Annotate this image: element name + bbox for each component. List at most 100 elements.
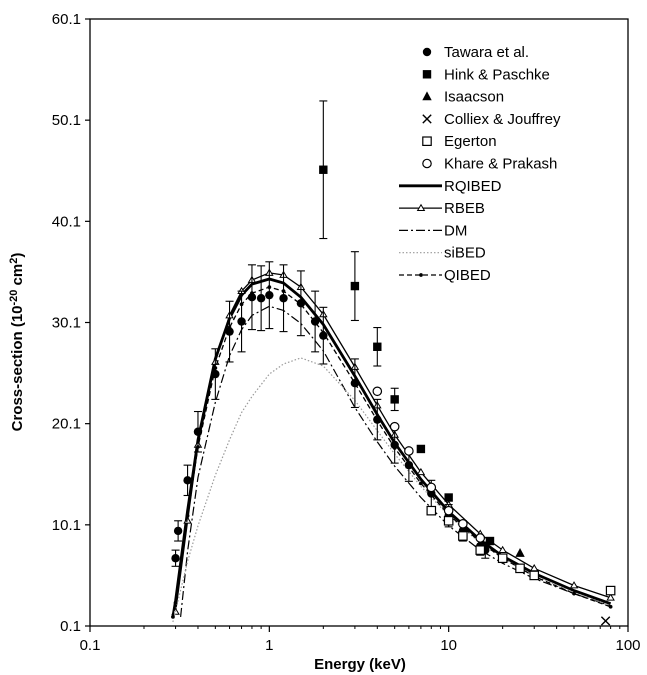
data-point-filled-square xyxy=(416,444,426,454)
series-line-rqibed xyxy=(171,277,612,618)
rbeb-point xyxy=(498,545,507,554)
legend-label: siBED xyxy=(444,245,486,262)
legend-label: Khare & Prakash xyxy=(444,156,557,173)
y-axis-title-sup2: 2 xyxy=(8,258,20,264)
y-axis-title-mid: cm xyxy=(9,264,26,290)
y-axis-title-end: ) xyxy=(9,253,26,258)
legend-marker-filled-circle xyxy=(422,47,432,57)
data-point-open-square xyxy=(529,570,540,581)
y-axis-title-sup1: -20 xyxy=(8,290,20,306)
rbeb-point xyxy=(416,467,426,476)
y-tick-label: 60.1 xyxy=(52,11,81,28)
legend-label: RQIBED xyxy=(444,178,502,195)
data-point-filled-circle xyxy=(310,317,320,326)
rbeb-point xyxy=(606,593,615,601)
data-point-filled-circle xyxy=(319,331,328,340)
cross-stroke xyxy=(422,114,432,124)
data-point-filled-square xyxy=(319,165,328,174)
legend-label: Colliex & Jouffrey xyxy=(444,111,561,128)
legend-qibed-marker xyxy=(419,273,423,277)
data-point-filled-circle xyxy=(265,290,274,300)
data-point-filled-circle xyxy=(279,294,288,303)
x-tick-label: 10 xyxy=(440,637,457,654)
data-point-open-circle xyxy=(372,386,383,397)
data-point-filled-circle xyxy=(296,299,306,308)
x-tick-label: 100 xyxy=(615,637,640,654)
data-point-filled-triangle xyxy=(515,547,525,557)
legend-marker-cross xyxy=(422,114,432,124)
rbeb-point xyxy=(569,581,579,589)
data-point-filled-circle xyxy=(256,294,266,303)
y-tick-label: 50.1 xyxy=(52,112,81,129)
axis-ticks: 0.1 10.1 20.1 30.1 40.1 50.1 60.1 0.1 1 10 100 xyxy=(52,11,641,654)
legend-label: Isaacson xyxy=(444,89,504,106)
y-tick-label: 10.1 xyxy=(52,517,81,534)
data-point-open-square xyxy=(475,545,486,555)
qibed-point xyxy=(171,615,175,619)
y-axis-title-main: Cross-section (10 xyxy=(9,306,26,432)
rbeb-point xyxy=(529,563,539,572)
qibed-point xyxy=(608,604,613,609)
qibed-point xyxy=(572,591,576,596)
legend-label: DM xyxy=(444,222,467,239)
data-point-filled-circle xyxy=(390,440,399,450)
data-point-filled-circle xyxy=(373,415,382,424)
series-line-sibed xyxy=(172,357,611,623)
legend-marker-open-circle xyxy=(422,158,432,169)
qibed-point xyxy=(419,481,423,486)
data-point-open-square xyxy=(605,585,616,596)
data-point-filled-circle xyxy=(350,379,360,388)
data-point-filled-circle xyxy=(173,526,183,536)
data-point-open-circle xyxy=(426,482,437,493)
legend-marker-filled-square xyxy=(422,70,432,79)
data-point-filled-circle xyxy=(404,460,414,470)
y-tick-label: 20.1 xyxy=(52,416,81,433)
y-axis-title: Cross-section (10-20 cm2) xyxy=(8,253,26,432)
cross-stroke xyxy=(600,616,611,626)
legend-label: QIBED xyxy=(444,267,491,284)
data-point-filled-square xyxy=(485,536,495,546)
x-tick-label: 1 xyxy=(265,637,273,654)
y-tick-label: 30.1 xyxy=(52,315,81,332)
data-point-filled-circle xyxy=(237,317,246,326)
legend: Tawara et al. Hink & Paschke Isaacson Colli… xyxy=(399,44,561,284)
legend-label: Hink & Paschke xyxy=(444,66,550,83)
data-point-filled-circle xyxy=(193,427,203,436)
legend-marker-open-square xyxy=(422,136,432,146)
legend-label: RBEB xyxy=(444,200,485,217)
data-point-open-square xyxy=(443,515,454,526)
x-axis-title: Energy (keV) xyxy=(314,656,406,673)
data-point-open-square xyxy=(497,553,508,564)
data-point-open-circle xyxy=(404,446,414,456)
data-point-filled-square xyxy=(350,281,360,291)
data-point-filled-square xyxy=(444,493,453,502)
data-point-filled-circle xyxy=(247,293,257,302)
legend-label: Egerton xyxy=(444,133,497,150)
data-point-open-circle xyxy=(443,505,454,516)
data-point-open-circle xyxy=(389,421,400,432)
data-point-open-circle xyxy=(475,533,486,543)
y-tick-label: 40.1 xyxy=(52,213,81,230)
legend-marker-filled-triangle xyxy=(422,91,432,101)
series-line-dm xyxy=(180,305,611,617)
data-point-filled-circle xyxy=(171,554,180,563)
legend-rbeb-marker xyxy=(416,203,426,211)
y-tick-label: 0.1 xyxy=(60,618,81,635)
data-point-filled-circle xyxy=(225,327,234,336)
data-point-open-square xyxy=(458,531,468,541)
qibed-point xyxy=(173,600,178,605)
data-point-filled-square xyxy=(390,395,399,404)
data-point-filled-square xyxy=(373,342,382,351)
data-point-open-square xyxy=(426,505,437,516)
data-point-filled-circle xyxy=(211,369,220,379)
y-axis-title-group: Cross-section (10-20 cm2) xyxy=(8,253,26,432)
x-tick-label: 0.1 xyxy=(80,637,101,654)
data-point-cross xyxy=(600,616,611,626)
data-point-filled-circle xyxy=(183,476,192,485)
data-point-open-circle xyxy=(458,519,468,529)
series-line-qibed xyxy=(172,286,611,618)
data-point-open-square xyxy=(515,563,525,574)
legend-label: Tawara et al. xyxy=(444,44,529,61)
qibed-point xyxy=(185,513,190,518)
